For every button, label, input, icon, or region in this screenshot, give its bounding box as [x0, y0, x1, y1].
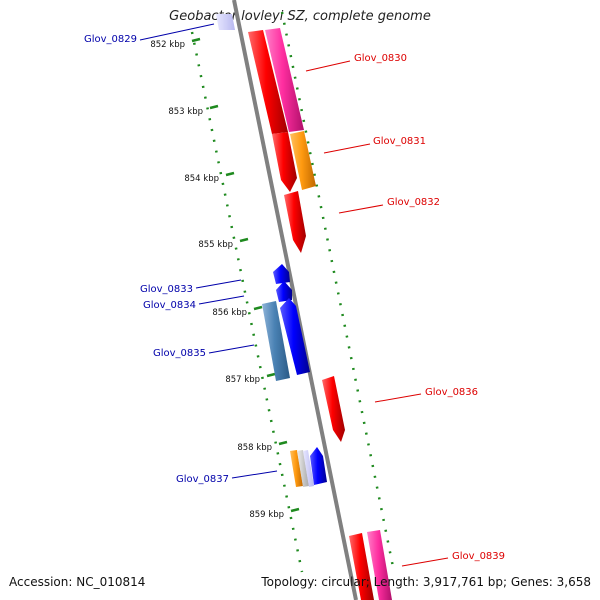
gene-glov-0839[interactable]	[367, 530, 392, 600]
kbp-tick-mark	[278, 440, 288, 446]
accession-text: Accession: NC_010814	[9, 575, 146, 589]
gene-glov-0837-b[interactable]	[297, 450, 309, 487]
gene-label-glov-0829[interactable]: Glov_0829	[84, 34, 137, 45]
gene-label-glov-0831[interactable]: Glov_0831	[373, 136, 426, 147]
kbp-tick-label: 855 kbp	[198, 240, 233, 250]
callout-line-glov-0830	[305, 60, 351, 72]
gene-glov-0833[interactable]	[273, 264, 290, 284]
callout-line-glov-0835	[208, 344, 255, 354]
callout-line-glov-0834	[198, 295, 245, 305]
gene-glov-0837-c[interactable]	[303, 450, 314, 487]
kbp-tick-label: 853 kbp	[168, 107, 203, 117]
gene-glov-0832[interactable]	[284, 191, 306, 253]
gene-glov-0829[interactable]	[216, 14, 235, 30]
right-ruler-track	[280, 11, 396, 573]
kbp-tick-mark	[290, 507, 300, 513]
kbp-tick-label: 858 kbp	[237, 443, 272, 453]
kbp-tick-mark	[225, 171, 235, 177]
gene-glov-0830[interactable]	[265, 28, 304, 132]
callout-line-glov-0837	[231, 470, 278, 479]
kbp-tick-mark	[266, 372, 276, 378]
gene-glov-0830-b[interactable]	[272, 132, 297, 192]
callout-line-glov-0833	[195, 279, 242, 289]
gene-glov-0837[interactable]	[290, 450, 303, 487]
kbp-tick-mark	[209, 104, 219, 110]
gene-glov-0836[interactable]	[322, 376, 345, 442]
gene-glov-0830-a[interactable]	[248, 30, 288, 134]
kbp-tick-label: 854 kbp	[184, 174, 219, 184]
callout-line-glov-0829	[139, 23, 215, 41]
kbp-tick-label: 856 kbp	[212, 308, 247, 318]
left-ruler-track	[190, 31, 304, 573]
gene-glov-0835[interactable]	[262, 301, 290, 381]
callout-line-glov-0831	[323, 143, 371, 154]
gene-label-glov-0835[interactable]: Glov_0835	[153, 348, 206, 359]
gene-glov-0835-b[interactable]	[280, 298, 310, 375]
gene-label-glov-0833[interactable]: Glov_0833	[140, 284, 193, 295]
kbp-tick-label: 857 kbp	[225, 375, 260, 385]
gene-label-glov-0836[interactable]: Glov_0836	[425, 387, 478, 398]
callout-line-glov-0832	[338, 204, 384, 214]
kbp-tick-mark	[253, 305, 263, 311]
gene-label-glov-0834[interactable]: Glov_0834	[143, 300, 196, 311]
gene-glov-0834[interactable]	[276, 281, 292, 302]
kbp-tick-mark	[191, 37, 201, 43]
kbp-tick-label: 859 kbp	[249, 510, 284, 520]
genome-backbone	[232, 0, 358, 600]
callout-line-glov-0836	[374, 393, 422, 403]
gene-label-glov-0830[interactable]: Glov_0830	[354, 53, 407, 64]
gene-label-glov-0832[interactable]: Glov_0832	[387, 197, 440, 208]
gene-glov-0831[interactable]	[290, 131, 316, 190]
callout-line-glov-0839	[401, 557, 449, 567]
kbp-tick-mark	[239, 237, 249, 243]
gene-glov-0837-d[interactable]	[310, 447, 327, 485]
kbp-tick-label: 852 kbp	[150, 40, 185, 50]
gene-label-glov-0839[interactable]: Glov_0839	[452, 551, 505, 562]
gene-label-glov-0837[interactable]: Glov_0837	[176, 474, 229, 485]
topology-text: Topology: circular; Length: 3,917,761 bp…	[261, 575, 591, 589]
gene-glov-0839-a[interactable]	[349, 533, 374, 600]
